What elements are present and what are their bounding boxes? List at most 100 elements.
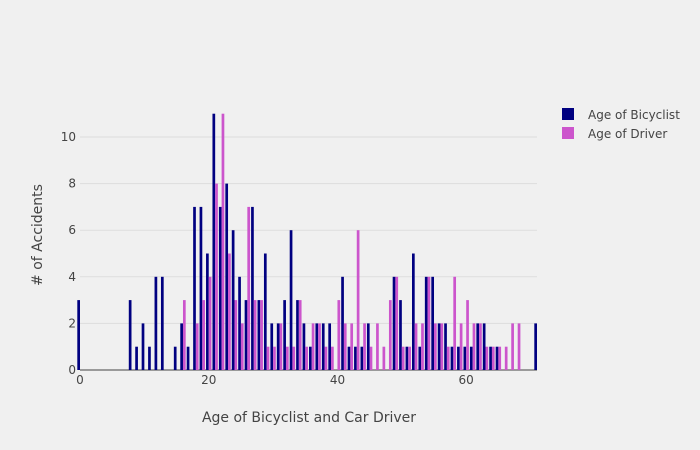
bar-driver — [498, 346, 502, 370]
bar-driver — [182, 300, 186, 370]
bar-bicyclist — [392, 276, 396, 370]
bar-driver — [234, 300, 238, 370]
bar-driver — [427, 276, 431, 370]
x-axis-title: Age of Bicyclist and Car Driver — [202, 410, 416, 426]
bar-driver — [511, 323, 514, 370]
bar-driver — [298, 300, 302, 370]
bar-driver — [215, 183, 218, 370]
bar-driver — [479, 323, 482, 370]
bar-bicyclist — [218, 206, 222, 370]
y-tick-label: 6 — [68, 223, 76, 237]
bar-bicyclist — [231, 230, 235, 370]
bar-bicyclist — [431, 276, 435, 370]
legend-label-bicyclist: Age of Bicyclist — [588, 108, 680, 122]
bar-driver — [472, 323, 476, 370]
bar-bicyclist — [199, 206, 203, 370]
bar-driver — [504, 346, 508, 370]
bar-bicyclist — [482, 323, 486, 370]
bar-driver — [491, 346, 495, 370]
bar-driver — [434, 323, 437, 370]
bar-driver — [240, 323, 244, 370]
bar-driver — [453, 276, 457, 370]
bar-driver — [446, 346, 450, 370]
bar-bicyclist — [341, 276, 344, 370]
bar-bicyclist — [444, 323, 447, 370]
bar-bicyclist — [405, 346, 409, 370]
legend-item-bicyclist[interactable]: Age of Bicyclist — [562, 108, 680, 122]
bar-bicyclist — [315, 323, 319, 370]
bar-bicyclist — [366, 323, 370, 370]
bar-bicyclist — [193, 206, 196, 370]
bar-bicyclist — [289, 230, 293, 370]
bar-bicyclist — [476, 323, 480, 370]
legend-label-driver: Age of Driver — [588, 127, 667, 141]
bar-bicyclist — [212, 113, 216, 370]
y-tick-label: 0 — [68, 363, 76, 377]
bar-driver — [517, 323, 521, 370]
legend-swatch-driver — [562, 127, 574, 139]
bar-bicyclist — [148, 346, 151, 370]
bar-driver — [350, 323, 354, 370]
bar-bicyclist — [418, 346, 422, 370]
y-tick-label: 10 — [61, 130, 76, 144]
bar-bicyclist — [309, 346, 312, 370]
bar-driver — [485, 346, 489, 370]
bar-driver — [343, 323, 347, 370]
bar-driver — [466, 300, 469, 370]
y-axis-title: # of Accidents — [30, 184, 46, 286]
bar-driver — [285, 346, 289, 370]
bar-bicyclist — [495, 346, 499, 370]
bar-bicyclist — [154, 276, 158, 370]
bar-bicyclist — [283, 300, 286, 370]
bar-driver — [324, 346, 328, 370]
bar-bicyclist — [135, 346, 138, 370]
x-tick-label: 20 — [201, 373, 216, 387]
bar-bicyclist — [328, 323, 332, 370]
bar-driver — [253, 300, 257, 370]
bar-driver — [228, 253, 231, 370]
bar-bicyclist — [469, 346, 473, 370]
x-tick-label: 0 — [76, 373, 84, 387]
bar-driver — [421, 323, 424, 370]
bar-bicyclist — [457, 346, 460, 370]
bar-driver — [260, 300, 263, 370]
x-axis-ticks: 0 20 40 60 — [76, 373, 474, 387]
bar-bicyclist — [463, 346, 467, 370]
bar-bicyclist — [534, 323, 537, 370]
bar-driver — [202, 300, 205, 370]
bar-driver — [401, 346, 405, 370]
bar-bicyclist — [399, 300, 402, 370]
bar-driver — [247, 206, 251, 370]
bars — [77, 113, 537, 370]
bar-bicyclist — [173, 346, 177, 370]
bar-bicyclist — [141, 323, 145, 370]
bar-driver — [266, 346, 270, 370]
bar-bicyclist — [270, 323, 274, 370]
legend-item-driver[interactable]: Age of Driver — [562, 127, 667, 141]
bar-bicyclist — [412, 253, 415, 370]
bar-driver — [369, 346, 373, 370]
legend-swatch-bicyclist — [562, 108, 574, 120]
bar-driver — [388, 300, 392, 370]
bar-bicyclist — [180, 323, 183, 370]
bar-bicyclist — [437, 323, 441, 370]
legend[interactable]: Age of Bicyclist Age of Driver — [562, 108, 680, 141]
bar-driver — [195, 323, 199, 370]
bar-driver — [459, 323, 463, 370]
bar-bicyclist — [128, 300, 132, 370]
bar-bicyclist — [424, 276, 428, 370]
bar-driver — [395, 276, 399, 370]
bar-driver — [382, 346, 386, 370]
bar-bicyclist — [186, 346, 190, 370]
y-tick-label: 8 — [68, 177, 76, 191]
bar-bicyclist — [257, 300, 261, 370]
bar-driver — [208, 276, 212, 370]
bar-driver — [363, 323, 366, 370]
bar-bicyclist — [296, 300, 299, 370]
bar-driver — [414, 323, 418, 370]
bar-driver — [376, 323, 379, 370]
bar-driver — [311, 323, 315, 370]
bar-bicyclist — [321, 323, 325, 370]
bar-bicyclist — [276, 323, 280, 370]
